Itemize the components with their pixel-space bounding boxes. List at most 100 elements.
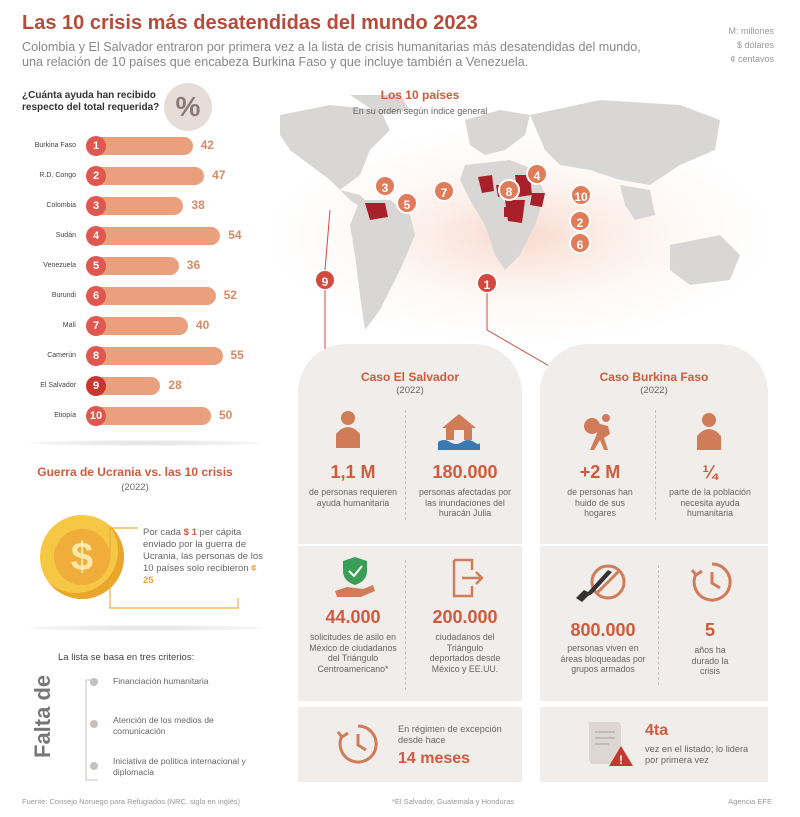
fleeing-person-icon (584, 414, 610, 450)
salvador-stat-text: ciudadanos del Triángulo deportados desd… (429, 632, 501, 674)
unit-dollars: $ dólares (736, 40, 774, 50)
aid-bar (96, 137, 193, 155)
footer-source: Fuente: Consejo Noruego para Refugiados … (22, 797, 241, 806)
page-title: Las 10 crisis más desatendidas del mundo… (22, 12, 478, 34)
footer-agency: Agencia EFE (728, 797, 772, 806)
aid-bar (96, 227, 221, 245)
dollar-sign: $ (54, 529, 110, 585)
units-legend: M: millones $ dólares ¢ centavos (728, 24, 774, 66)
aid-value: 36 (186, 258, 201, 272)
ukraine-amount-cents: ¢ 25 (143, 563, 257, 586)
map-pin-burkina-faso: 1 (476, 272, 498, 294)
aid-value: 38 (191, 198, 205, 212)
rank-badge: 6 (86, 286, 106, 306)
burkina-stat-value: ¼ (702, 462, 718, 482)
aid-value: 52 (223, 288, 237, 302)
salvador-stat-text: En régimen de excepción desde hace (398, 724, 502, 745)
country-name: Malí (62, 322, 76, 329)
burkina-stat-text: parte de la población necesita ayuda hum… (669, 487, 751, 518)
aid-bar (96, 287, 216, 305)
burkina-title: Caso Burkina Faso (599, 370, 709, 384)
rank-badge: 9 (86, 376, 106, 396)
salvador-stat-value: 44.000 (325, 607, 381, 627)
svg-text:!: ! (619, 753, 623, 767)
aid-value: 54 (228, 228, 242, 242)
ukraine-year: (2022) (121, 482, 149, 493)
person-icon (336, 411, 360, 448)
unit-cents: ¢ centavos (730, 54, 774, 64)
footer-note: *El Salvador, Guatemala y Honduras (392, 797, 515, 806)
ukraine-title: Guerra de Ucrania vs. las 10 crisis (37, 465, 233, 479)
criteria-dot (90, 762, 98, 770)
salvador-card (298, 344, 522, 544)
rank-badge: 3 (86, 196, 106, 216)
country-name: Etiopía (54, 412, 76, 419)
divider (405, 560, 406, 690)
aid-value: 55 (230, 348, 244, 362)
aid-bar (96, 167, 205, 185)
salvador-title: Caso El Salvador (360, 370, 460, 384)
clock-icon (690, 562, 732, 602)
country-name: El Salvador (40, 382, 76, 389)
criteria-item: Iniciativa de política internacional y d… (113, 756, 246, 777)
aid-bar-chart: Burkina Faso 1 42 R.D. Congo 2 47 Colomb… (10, 135, 260, 435)
person-icon (697, 413, 721, 450)
criteria-dot (90, 720, 98, 728)
map-pin-drc: 2 (569, 210, 591, 232)
burkina-year: (2022) (640, 385, 668, 396)
criteria-bracket (85, 679, 98, 781)
rank-badge: 1 (86, 136, 106, 156)
aid-value: 40 (196, 318, 210, 332)
burkina-stat-text: personas viven en áreas bloqueadas por g… (560, 643, 646, 674)
aid-value: 50 (219, 408, 233, 422)
divider (30, 440, 260, 446)
rank-badge: 10 (86, 406, 106, 426)
map-pin-cameroon: 8 (498, 179, 520, 201)
burkina-tile (540, 546, 768, 701)
salvador-tile (298, 546, 522, 701)
shield-hand-icon (335, 557, 375, 597)
salvador-stat-text: solicitudes de asilo en México de ciudad… (309, 632, 397, 674)
country-name: R.D. Congo (39, 172, 76, 179)
aid-bar (96, 347, 223, 365)
ukraine-text: Por cada $ 1 per cápita enviado por la g… (143, 527, 268, 587)
rank-badge: 2 (86, 166, 106, 186)
map-pin-venezuela: 5 (396, 192, 418, 214)
world-map (260, 95, 800, 345)
burkina-stat-value: 5 (704, 620, 715, 640)
salvador-stat-value: 180.000 (432, 462, 498, 482)
burkina-stat-value: 800.000 (570, 620, 636, 640)
map-pin-burundi: 6 (569, 232, 591, 254)
aid-question: ¿Cuánta ayuda han recibido respecto del … (22, 90, 160, 113)
divider (655, 410, 656, 520)
flood-house-icon (438, 414, 480, 450)
aid-value: 28 (168, 378, 182, 392)
burkina-stat-value: +2 M (579, 462, 621, 482)
divider (658, 565, 659, 685)
salvador-tile (298, 707, 522, 782)
warning-document-icon: ! (589, 722, 633, 767)
aid-bar (96, 377, 161, 395)
burkina-stat-text: de personas han huido de sus hogares (567, 487, 633, 518)
country-name: Colombia (46, 202, 76, 209)
ukraine-text-a: Por cada (143, 527, 182, 538)
map-pin-ethiopia: 10 (570, 184, 592, 206)
coin-bracket (109, 527, 239, 609)
page-subtitle: Colombia y El Salvador entraron por prim… (22, 40, 641, 69)
exit-door-icon (452, 558, 484, 598)
aid-value: 42 (200, 138, 214, 152)
country-name: Sudán (55, 232, 76, 239)
percent-badge: % (164, 83, 212, 131)
salvador-stat-value: 200.000 (432, 607, 498, 627)
rank-badge: 7 (86, 316, 106, 336)
map-title: Los 10 países (380, 88, 460, 102)
ukraine-amount-dollar: $ 1 (183, 527, 197, 538)
burkina-stat-text: años ha durado la crisis (691, 645, 729, 676)
rank-badge: 5 (86, 256, 106, 276)
aid-bar (96, 257, 179, 275)
no-weapons-icon (576, 564, 626, 602)
divider (405, 410, 406, 520)
salvador-stat-value: 1,1 M (330, 462, 376, 482)
clock-icon (336, 724, 378, 764)
country-name: Burkina Faso (34, 142, 76, 149)
